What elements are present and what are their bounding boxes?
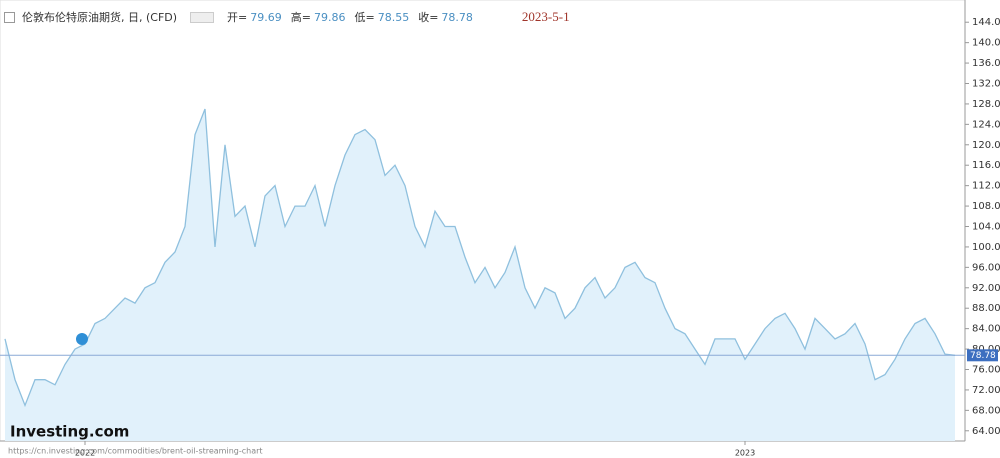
- header-icons[interactable]: [190, 11, 215, 23]
- y-tick-label: 144.00: [972, 17, 1000, 28]
- y-tick-label: 108.00: [972, 201, 1000, 212]
- header-title: 伦敦布伦特原油期货, 日, (CFD): [22, 11, 178, 24]
- y-tick-label: 140.00: [972, 38, 1000, 49]
- source-url: https://cn.investing.com/commodities/bre…: [8, 447, 263, 456]
- area: [5, 109, 955, 441]
- line: [4, 108, 956, 408]
- low-label: 低=: [354, 11, 375, 24]
- watermark: Investing.com: [10, 423, 129, 441]
- y-tick-label: 104.00: [972, 222, 1000, 233]
- last-value-label: 78.78: [970, 351, 996, 361]
- date-annotation: 2023-5-1: [521, 9, 570, 24]
- high-value: 79.86: [313, 10, 346, 24]
- header: 伦敦布伦特原油期货, 日, (CFD) 开= 79.69 高= 79.86 低= 78…: [4, 9, 570, 25]
- high-label: 高=: [290, 11, 311, 24]
- y-tick-label: 92.00: [972, 283, 1000, 294]
- y-tick-label: 64.00: [972, 426, 1000, 437]
- y-tick-label: 120.00: [972, 140, 1000, 151]
- y-tick-label: 124.00: [972, 119, 1000, 130]
- close-value: 78.78: [441, 10, 473, 24]
- y-tick-label: 72.00: [972, 385, 1000, 396]
- y-tick-label: 116.00: [972, 160, 1000, 171]
- event-marker[interactable]: [76, 333, 88, 345]
- collapse-box[interactable]: [4, 11, 15, 23]
- last-value-flag: [967, 349, 998, 362]
- low-value: 78.55: [377, 10, 410, 24]
- open-label: 开=: [227, 11, 248, 24]
- x-tick-label: 2023: [735, 449, 755, 458]
- y-tick-label: 128.00: [972, 99, 1000, 110]
- y-tick-label: 132.00: [972, 79, 1000, 90]
- y-tick-label: 136.00: [972, 58, 1000, 69]
- y-tick-label: 84.00: [972, 324, 1000, 335]
- x-tick-label: 2022: [75, 449, 95, 458]
- y-tick-label: 100.00: [972, 242, 1000, 253]
- y-tick-label: 68.00: [972, 405, 1000, 416]
- y-tick-label: 76.00: [972, 365, 1000, 376]
- y-tick-label: 112.00: [972, 181, 1000, 192]
- open-value: 79.69: [250, 10, 282, 24]
- close-label: 收=: [418, 11, 439, 24]
- y-tick-label: 96.00: [972, 262, 1000, 273]
- y-tick-label: 88.00: [972, 303, 1000, 314]
